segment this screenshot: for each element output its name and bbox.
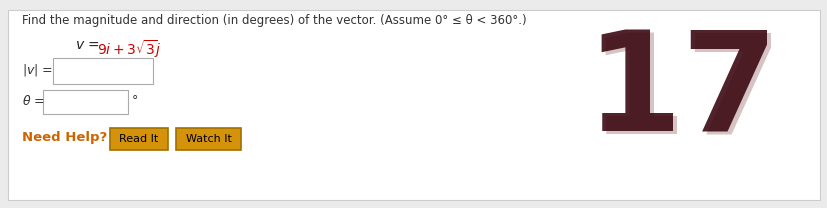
Text: $9\mathit{i} + 3\sqrt{3}\mathit{j}$: $9\mathit{i} + 3\sqrt{3}\mathit{j}$ xyxy=(97,38,161,60)
FancyBboxPatch shape xyxy=(43,90,128,114)
Text: $\theta$ =: $\theta$ = xyxy=(22,94,45,108)
FancyBboxPatch shape xyxy=(53,58,153,84)
Text: 17: 17 xyxy=(585,26,777,161)
Text: Need Help?: Need Help? xyxy=(22,131,108,145)
Text: $\mathit{v}$ =: $\mathit{v}$ = xyxy=(75,38,101,52)
FancyBboxPatch shape xyxy=(110,128,168,150)
Text: Find the magnitude and direction (in degrees) of the vector. (Assume 0° ≤ θ < 36: Find the magnitude and direction (in deg… xyxy=(22,14,526,27)
Text: Watch It: Watch It xyxy=(185,134,232,144)
Text: °: ° xyxy=(131,94,138,108)
Text: Read It: Read It xyxy=(119,134,159,144)
FancyBboxPatch shape xyxy=(8,10,819,200)
Text: 17: 17 xyxy=(589,28,782,163)
FancyBboxPatch shape xyxy=(176,128,241,150)
Text: $|v|$ =: $|v|$ = xyxy=(22,62,53,78)
